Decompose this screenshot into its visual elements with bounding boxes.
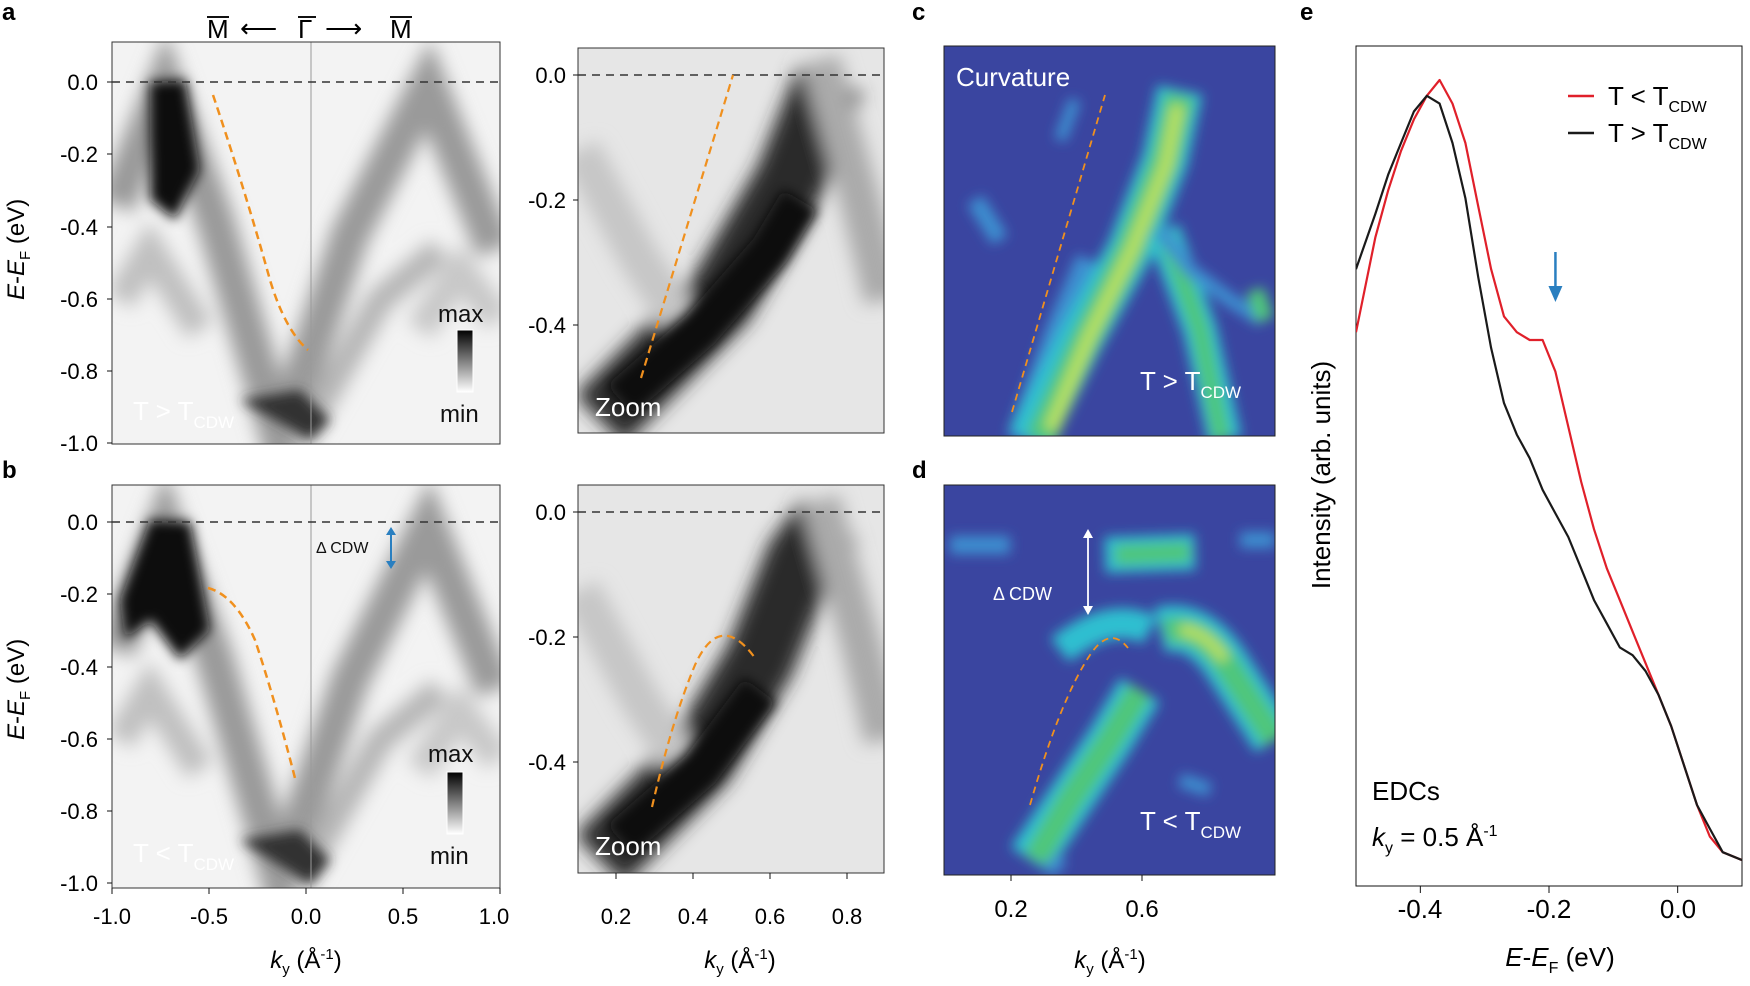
arpes-image-a: max min T > TCDW — [112, 42, 500, 444]
panel-a-zoom: Zoom 0.0 -0.2 -0.4 — [528, 47, 885, 434]
y-axis-a: 0.0 -0.2 -0.4 -0.6 -0.8 -1.0 E-EF (eV) — [3, 70, 112, 456]
curvature-label: Curvature — [956, 62, 1070, 92]
path-point-m-left: M — [207, 14, 229, 44]
tick-b-y4: -0.8 — [60, 799, 98, 824]
panel-a: a M ⟵ Γ ⟶ M — [2, 0, 501, 456]
colorbar-b — [446, 771, 464, 835]
tick-a-y2: -0.4 — [60, 215, 98, 240]
tick-b-y0: 0.0 — [67, 510, 98, 535]
y-axis-b-zoom: 0.0 -0.2 -0.4 — [528, 500, 578, 775]
x-axis-b-zoom: 0.2 0.4 0.6 0.8 ky (Å-1) — [601, 873, 863, 978]
tick-bz-x0: 0.2 — [601, 904, 632, 929]
tick-az-y1: -0.2 — [528, 188, 566, 213]
tick-a-y3: -0.6 — [60, 287, 98, 312]
panel-label-a: a — [2, 0, 16, 26]
tick-b-x4: 1.0 — [479, 904, 510, 929]
tick-b-x2: 0.0 — [291, 904, 322, 929]
panel-c: c Curvature T > TCDW — [912, 0, 1276, 437]
tick-b-x1: -0.5 — [190, 904, 228, 929]
tick-b-x0: -1.0 — [93, 904, 131, 929]
tick-bz-y2: -0.4 — [528, 750, 566, 775]
path-header: M ⟵ Γ ⟶ M — [207, 13, 412, 44]
temp-label-b: T < TCDW — [133, 838, 234, 874]
x-axis-e: -0.4 -0.2 0.0 E-EF (eV) — [1398, 886, 1696, 977]
zoom-label-a: Zoom — [595, 392, 661, 422]
curvature-image-d: Δ CDW T < TCDW — [944, 485, 1275, 875]
path-arrow-left: ⟵ — [240, 13, 277, 43]
delta-cdw-b: Δ CDW — [316, 540, 369, 557]
panel-d: d Δ CDW T < TCDW — [912, 457, 1276, 978]
temp-label-a: T > TCDW — [133, 396, 234, 432]
tick-b-y3: -0.6 — [60, 727, 98, 752]
temp-label-c: T > TCDW — [1140, 366, 1241, 402]
y-axis-b: 0.0 -0.2 -0.4 -0.6 -0.8 -1.0 E-EF (eV) — [3, 510, 112, 896]
legend-label-0: T < TCDW — [1608, 81, 1708, 116]
xlabel-b: ky (Å-1) — [270, 946, 342, 978]
tick-a-y4: -0.8 — [60, 359, 98, 384]
panel-label-e: e — [1300, 0, 1313, 26]
tick-bz-x3: 0.8 — [832, 904, 863, 929]
colorbar-max-a: max — [438, 301, 483, 328]
tick-b-y5: -1.0 — [60, 871, 98, 896]
tick-e-x2: 0.0 — [1660, 894, 1696, 924]
x-axis-b: -1.0 -0.5 0.0 0.5 1.0 ky (Å-1) — [93, 888, 509, 978]
edc-legend: T < TCDW T > TCDW — [1568, 81, 1708, 153]
colorbar-a — [456, 329, 474, 393]
arpes-image-b: Δ CDW max min T < TCDW — [112, 485, 500, 888]
panel-label-d: d — [912, 457, 927, 484]
tick-d-x1: 0.6 — [1125, 896, 1158, 923]
tick-a-y0: 0.0 — [67, 70, 98, 95]
ky-value-label: ky = 0.5 Å-1 — [1372, 822, 1498, 857]
tick-a-y1: -0.2 — [60, 142, 98, 167]
panel-e: e T < TCDW T > TCDW EDCs ky = 0.5 Å-1 In… — [1300, 0, 1743, 977]
panel-label-b: b — [2, 457, 17, 484]
path-point-gamma: Γ — [298, 14, 312, 44]
edc-plot-frame — [1355, 45, 1743, 887]
path-arrow-right: ⟶ — [325, 13, 362, 43]
tick-b-y2: -0.4 — [60, 655, 98, 680]
zoom-label-b: Zoom — [595, 831, 661, 861]
xlabel-e: E-EF (eV) — [1505, 942, 1614, 977]
temp-label-d: T < TCDW — [1140, 806, 1241, 842]
xlabel-d: ky (Å-1) — [1074, 946, 1146, 978]
tick-b-x3: 0.5 — [388, 904, 419, 929]
curvature-image-c: Curvature T > TCDW — [944, 46, 1275, 436]
tick-e-x1: -0.2 — [1527, 894, 1572, 924]
tick-bz-y1: -0.2 — [528, 625, 566, 650]
panel-b-zoom: Zoom 0.0 -0.2 -0.4 0.2 0.4 0.6 0.8 ky (Å… — [528, 484, 885, 978]
edc-curves — [1356, 78, 1742, 862]
edc-series-line-1 — [1356, 94, 1742, 862]
path-point-m-right: M — [390, 14, 412, 44]
ylabel-a: E-EF (eV) — [3, 199, 34, 300]
tick-bz-y0: 0.0 — [535, 500, 566, 525]
tick-bz-x2: 0.6 — [755, 904, 786, 929]
edc-feature-arrow — [1548, 252, 1563, 302]
y-axis-a-zoom: 0.0 -0.2 -0.4 — [528, 63, 578, 338]
panel-label-c: c — [912, 0, 925, 26]
x-axis-d: 0.2 0.6 ky (Å-1) — [994, 875, 1159, 978]
tick-bz-x1: 0.4 — [678, 904, 709, 929]
tick-b-y1: -0.2 — [60, 582, 98, 607]
tick-e-x0: -0.4 — [1398, 894, 1443, 924]
tick-d-x0: 0.2 — [994, 896, 1027, 923]
colorbar-min-a: min — [440, 401, 479, 428]
edc-arrow-head — [1548, 286, 1563, 302]
ylabel-b: E-EF (eV) — [3, 639, 34, 740]
edc-title: EDCs — [1372, 776, 1440, 806]
xlabel-bz: ky (Å-1) — [704, 946, 776, 978]
panel-b: b Δ CDW max min T < TCDW — [2, 457, 509, 978]
legend-label-1: T > TCDW — [1608, 118, 1708, 153]
colorbar-max-b: max — [428, 741, 473, 768]
delta-cdw-d: Δ CDW — [993, 584, 1052, 604]
ylabel-e: Intensity (arb. units) — [1306, 361, 1336, 589]
tick-az-y2: -0.4 — [528, 313, 566, 338]
tick-a-y5: -1.0 — [60, 431, 98, 456]
colorbar-min-b: min — [430, 843, 469, 870]
tick-az-y0: 0.0 — [535, 63, 566, 88]
